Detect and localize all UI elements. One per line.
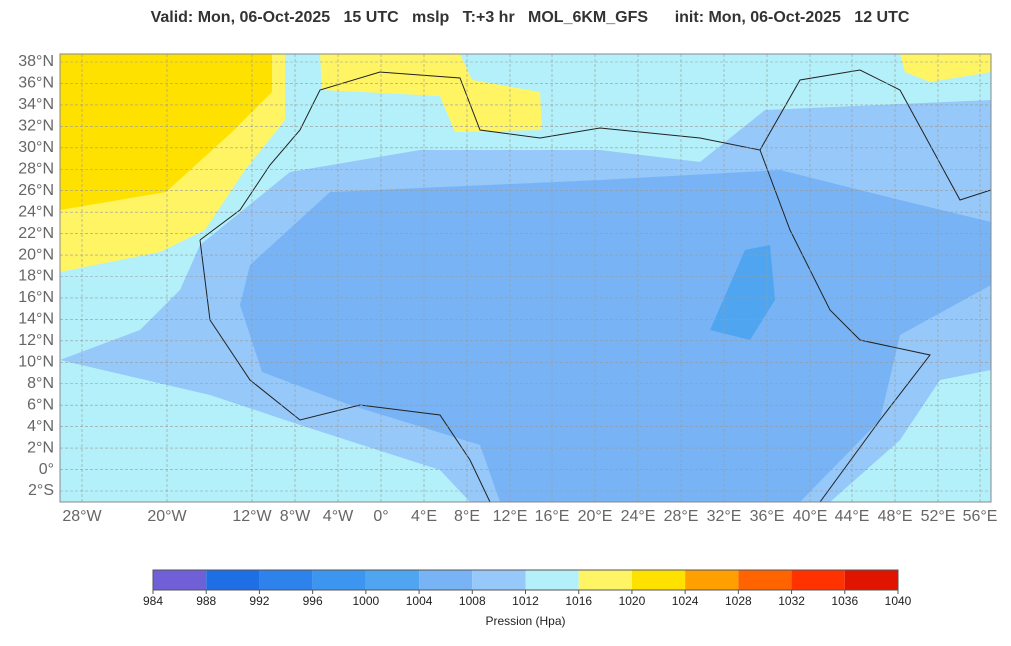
lat-label: 6°N: [27, 396, 54, 413]
lat-label: 30°N: [18, 139, 54, 156]
map: [59, 53, 992, 503]
lon-label: 8°W: [280, 508, 311, 525]
colorbar-tick-label: 996: [303, 594, 323, 608]
lon-label: 56°E: [963, 508, 998, 525]
colorbar-segment: [791, 570, 845, 590]
colorbar-segment: [365, 570, 420, 590]
lat-label: 16°N: [18, 289, 54, 306]
lat-label: 14°N: [18, 311, 54, 328]
colorbar-tick-label: 992: [249, 594, 269, 608]
colorbar-label: Pression (Hpa): [485, 614, 565, 628]
lat-label: 38°N: [18, 53, 54, 70]
lon-label: 32°E: [707, 508, 742, 525]
colorbar-segment: [472, 570, 526, 590]
colorbar-segment: [525, 570, 579, 590]
lat-label: 22°N: [18, 225, 54, 242]
colorbar-segment: [259, 570, 313, 590]
lat-label: 18°N: [18, 268, 54, 285]
lat-label: 34°N: [18, 96, 54, 113]
lat-label: 24°N: [18, 203, 54, 220]
colorbar-tick-label: 988: [196, 594, 216, 608]
colorbar-segment: [685, 570, 739, 590]
lon-label: 40°E: [793, 508, 828, 525]
colorbar-tick-label: 1028: [725, 594, 752, 608]
colorbar-tick-label: 984: [143, 594, 163, 608]
map-frame: [59, 53, 992, 503]
lon-label: 16°E: [535, 508, 570, 525]
lat-label: 36°N: [18, 75, 54, 92]
colorbar-segment: [578, 570, 632, 590]
lat-label: 8°N: [27, 375, 54, 392]
lon-label: 28°W: [62, 508, 102, 525]
lat-label: 20°N: [18, 246, 54, 263]
lon-label: 44°E: [835, 508, 870, 525]
lon-label: 20°W: [147, 508, 187, 525]
colorbar-tick-label: 1004: [406, 594, 433, 608]
lat-label: 2°N: [27, 439, 54, 456]
lon-label: 8°E: [454, 508, 480, 525]
colorbar-tick-label: 1000: [353, 594, 380, 608]
lat-label: 28°N: [18, 160, 54, 177]
colorbar-segment: [738, 570, 792, 590]
colorbar-tick-label: 1016: [565, 594, 592, 608]
colorbar-segment: [312, 570, 366, 590]
lat-label: 26°N: [18, 182, 54, 199]
colorbar-tick-label: 1032: [778, 594, 805, 608]
lon-label: 52°E: [921, 508, 956, 525]
lon-label: 20°E: [578, 508, 613, 525]
lon-label: 0°: [373, 508, 388, 525]
colorbar-tick-label: 1012: [512, 594, 539, 608]
lon-label: 12°W: [232, 508, 272, 525]
colorbar-segment: [631, 570, 686, 590]
pressure-area: [60, 54, 272, 210]
pressure-area: [710, 245, 775, 340]
lat-label: 0°: [39, 461, 54, 478]
colorbar-segment: [844, 570, 898, 590]
colorbar-tick-label: 1024: [672, 594, 699, 608]
colorbar-tick-label: 1040: [885, 594, 912, 608]
lon-label: 12°E: [493, 508, 528, 525]
lon-label: 4°W: [323, 508, 354, 525]
colorbar-tick-label: 1036: [831, 594, 858, 608]
lat-label: 10°N: [18, 354, 54, 371]
lon-label: 4°E: [411, 508, 437, 525]
colorbar-tick-label: 1020: [619, 594, 646, 608]
lat-label: 4°N: [27, 418, 54, 435]
colorbar-segment: [206, 570, 260, 590]
colorbar-tick-label: 1008: [459, 594, 486, 608]
lon-label: 28°E: [664, 508, 699, 525]
lon-label: 36°E: [750, 508, 785, 525]
pressure-area: [240, 170, 991, 502]
lat-label: 2°S: [28, 482, 54, 499]
lat-label: 12°N: [18, 332, 54, 349]
lat-label: 32°N: [18, 118, 54, 135]
pressure-area: [900, 54, 991, 82]
colorbar-segment: [419, 570, 473, 590]
lon-label: 24°E: [621, 508, 656, 525]
title: Valid: Mon, 06-Oct-2025 15 UTC mslp T:+3…: [151, 9, 910, 26]
lon-label: 48°E: [878, 508, 913, 525]
colorbar-segment: [153, 570, 207, 590]
